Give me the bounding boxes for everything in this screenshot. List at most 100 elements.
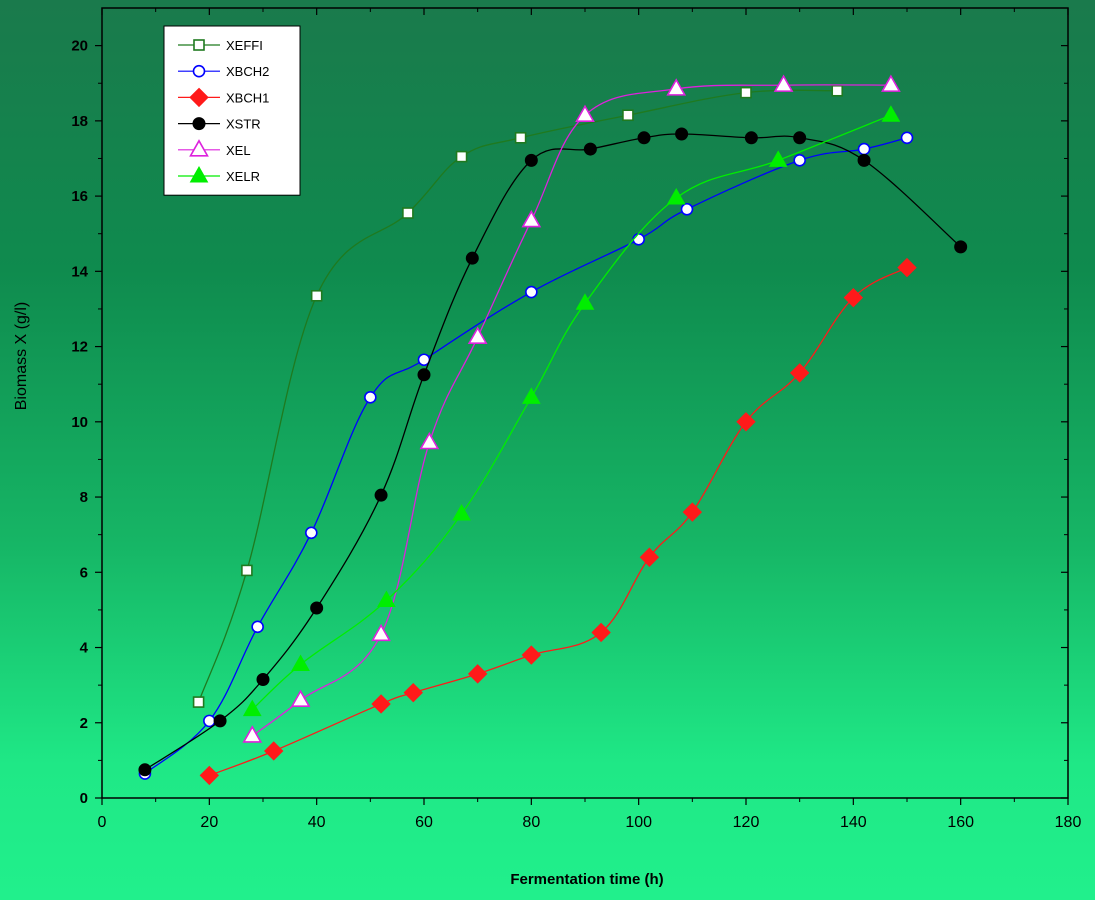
data-point [290, 689, 311, 707]
data-point [897, 257, 917, 278]
data-point [403, 682, 423, 703]
data-point [452, 503, 471, 521]
data-point [310, 289, 323, 302]
data-point [256, 673, 270, 686]
legend-entry: XSTR [178, 117, 261, 132]
x-axis-title: Fermentation time (h) [510, 871, 663, 888]
data-point [402, 207, 414, 219]
legend-marker [193, 39, 205, 51]
legend-entry: XBCH1 [178, 87, 269, 108]
legend-entry: XELR [178, 165, 260, 184]
legend-entry: XBCH2 [178, 64, 269, 79]
data-point [465, 251, 479, 265]
legend-label: XSTR [226, 117, 261, 132]
data-point [304, 526, 318, 540]
data-point [467, 326, 488, 344]
series-line [144, 133, 962, 771]
data-point [954, 240, 968, 254]
y-tick-label: 12 [71, 339, 88, 356]
data-point [514, 131, 527, 144]
data-point [740, 86, 752, 99]
data-point [793, 154, 806, 167]
data-point [881, 105, 901, 122]
data-point [417, 368, 431, 382]
y-tick-label: 20 [71, 38, 88, 55]
y-axis-title: Biomass X (g/l) [13, 302, 30, 410]
data-point [242, 725, 263, 743]
data-point [857, 142, 871, 156]
legend-marker [192, 64, 206, 78]
data-point [241, 564, 253, 577]
x-tick-label: 140 [840, 814, 867, 831]
data-point [467, 664, 488, 684]
data-point [364, 391, 377, 404]
x-tick-label: 60 [415, 814, 433, 831]
axes: 0 20 40 60 80 100 120 140 160 180 0 2 4 6 8 10 12 14 16 18 2… [71, 8, 1081, 831]
series-layer [138, 74, 968, 786]
x-tick-label: 20 [200, 814, 218, 831]
data-point [455, 150, 468, 163]
legend-label: XEFFI [226, 38, 263, 53]
data-point [371, 623, 391, 642]
data-point [213, 714, 227, 728]
data-point [768, 150, 788, 167]
data-point [521, 209, 542, 228]
series-line [209, 267, 908, 777]
data-point [675, 127, 689, 141]
data-point [251, 620, 264, 634]
data-point [310, 601, 324, 615]
x-tick-label: 100 [625, 814, 652, 831]
data-point [666, 78, 687, 96]
x-tick-label: 40 [308, 814, 326, 831]
data-point [192, 696, 205, 708]
data-point [575, 293, 595, 310]
data-point [632, 233, 645, 246]
data-point [591, 622, 611, 643]
legend-marker [189, 165, 209, 183]
series-xbch1 [199, 257, 917, 786]
data-point [264, 741, 284, 761]
series-line [251, 84, 891, 737]
data-point [666, 187, 686, 205]
series-xeffi [192, 84, 844, 708]
data-point [291, 654, 310, 671]
data-point [637, 131, 651, 145]
data-point [881, 74, 901, 92]
legend: XEFFI XBCH2 XBCH1 XSTR XEL XELR [163, 25, 301, 196]
legend-label: XELR [226, 169, 260, 184]
x-tick-label: 0 [98, 814, 107, 831]
data-point [793, 131, 807, 145]
y-tick-label: 18 [71, 113, 88, 130]
data-point [639, 547, 660, 567]
data-point [371, 694, 391, 714]
legend-label: XBCH1 [226, 90, 269, 105]
y-tick-label: 0 [80, 790, 88, 807]
data-point [843, 287, 864, 308]
y-tick-label: 10 [71, 414, 88, 431]
y-tick-label: 14 [71, 263, 88, 280]
legend-entry: XEFFI [178, 38, 263, 53]
data-point [744, 131, 758, 145]
series-xbch2 [138, 131, 914, 780]
series-xstr [138, 127, 968, 777]
data-point [203, 714, 216, 728]
data-point [622, 109, 634, 122]
data-point [857, 153, 871, 167]
data-point [138, 763, 152, 777]
legend-box [163, 25, 301, 196]
legend-marker [189, 139, 209, 157]
y-tick-label: 8 [80, 489, 88, 506]
data-point [736, 412, 756, 432]
y-tick-label: 16 [71, 188, 88, 205]
legend-label: XEL [226, 143, 251, 158]
y-tick-label: 4 [80, 640, 89, 657]
data-point [773, 74, 794, 92]
series-line [251, 114, 892, 711]
legend-marker [189, 87, 209, 108]
data-point [521, 645, 542, 665]
legend-label: XBCH2 [226, 64, 269, 79]
data-point [831, 84, 844, 97]
data-point [524, 153, 538, 167]
data-point [242, 699, 262, 717]
